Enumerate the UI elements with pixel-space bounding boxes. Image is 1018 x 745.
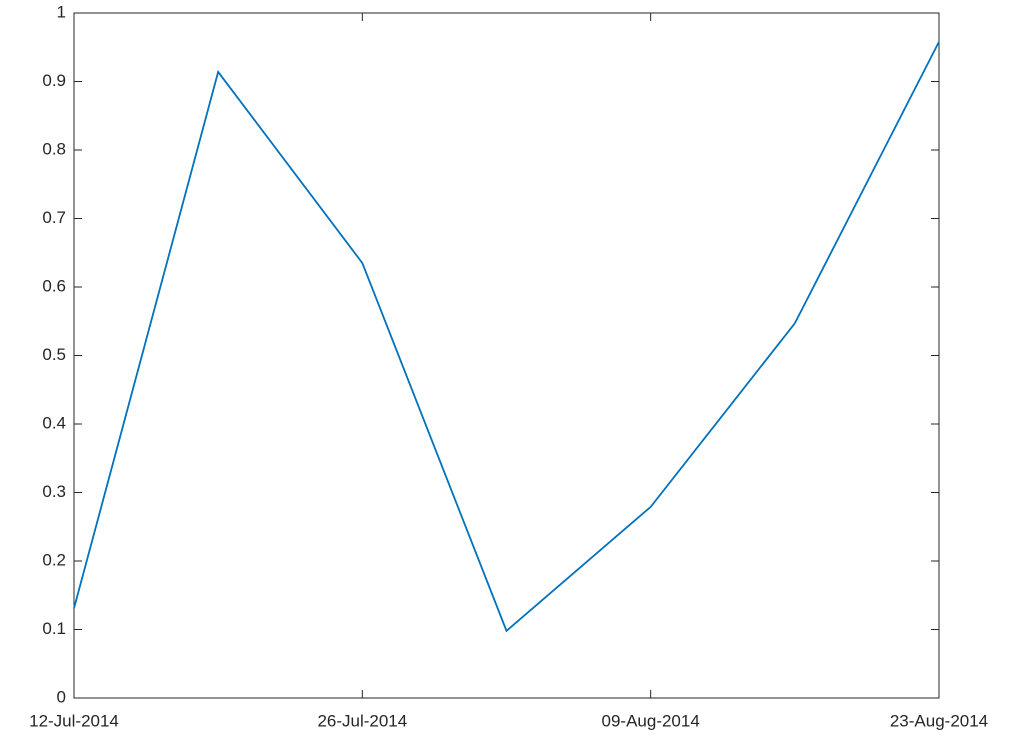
x-tick-label: 23-Aug-2014 <box>890 711 988 730</box>
y-tick-label: 0.7 <box>42 208 66 227</box>
y-tick-label: 0.2 <box>42 550 66 569</box>
x-tick-label: 26-Jul-2014 <box>317 711 407 730</box>
line-series <box>73 41 940 633</box>
y-tick-label: 0.8 <box>42 139 66 158</box>
y-tick-label: 0.1 <box>42 619 66 638</box>
y-tick-label: 0.4 <box>42 413 66 432</box>
axes-box <box>73 12 940 699</box>
x-tick-label: 12-Jul-2014 <box>29 711 119 730</box>
y-tick-label: 0.3 <box>42 482 66 501</box>
y-tick-label: 0 <box>57 687 66 706</box>
y-tick-label: 0.9 <box>42 71 66 90</box>
x-tick-label: 09-Aug-2014 <box>602 711 700 730</box>
y-tick-label: 0.6 <box>42 276 66 295</box>
y-tick-label: 0.5 <box>42 345 66 364</box>
y-tick-label: 1 <box>57 2 66 21</box>
